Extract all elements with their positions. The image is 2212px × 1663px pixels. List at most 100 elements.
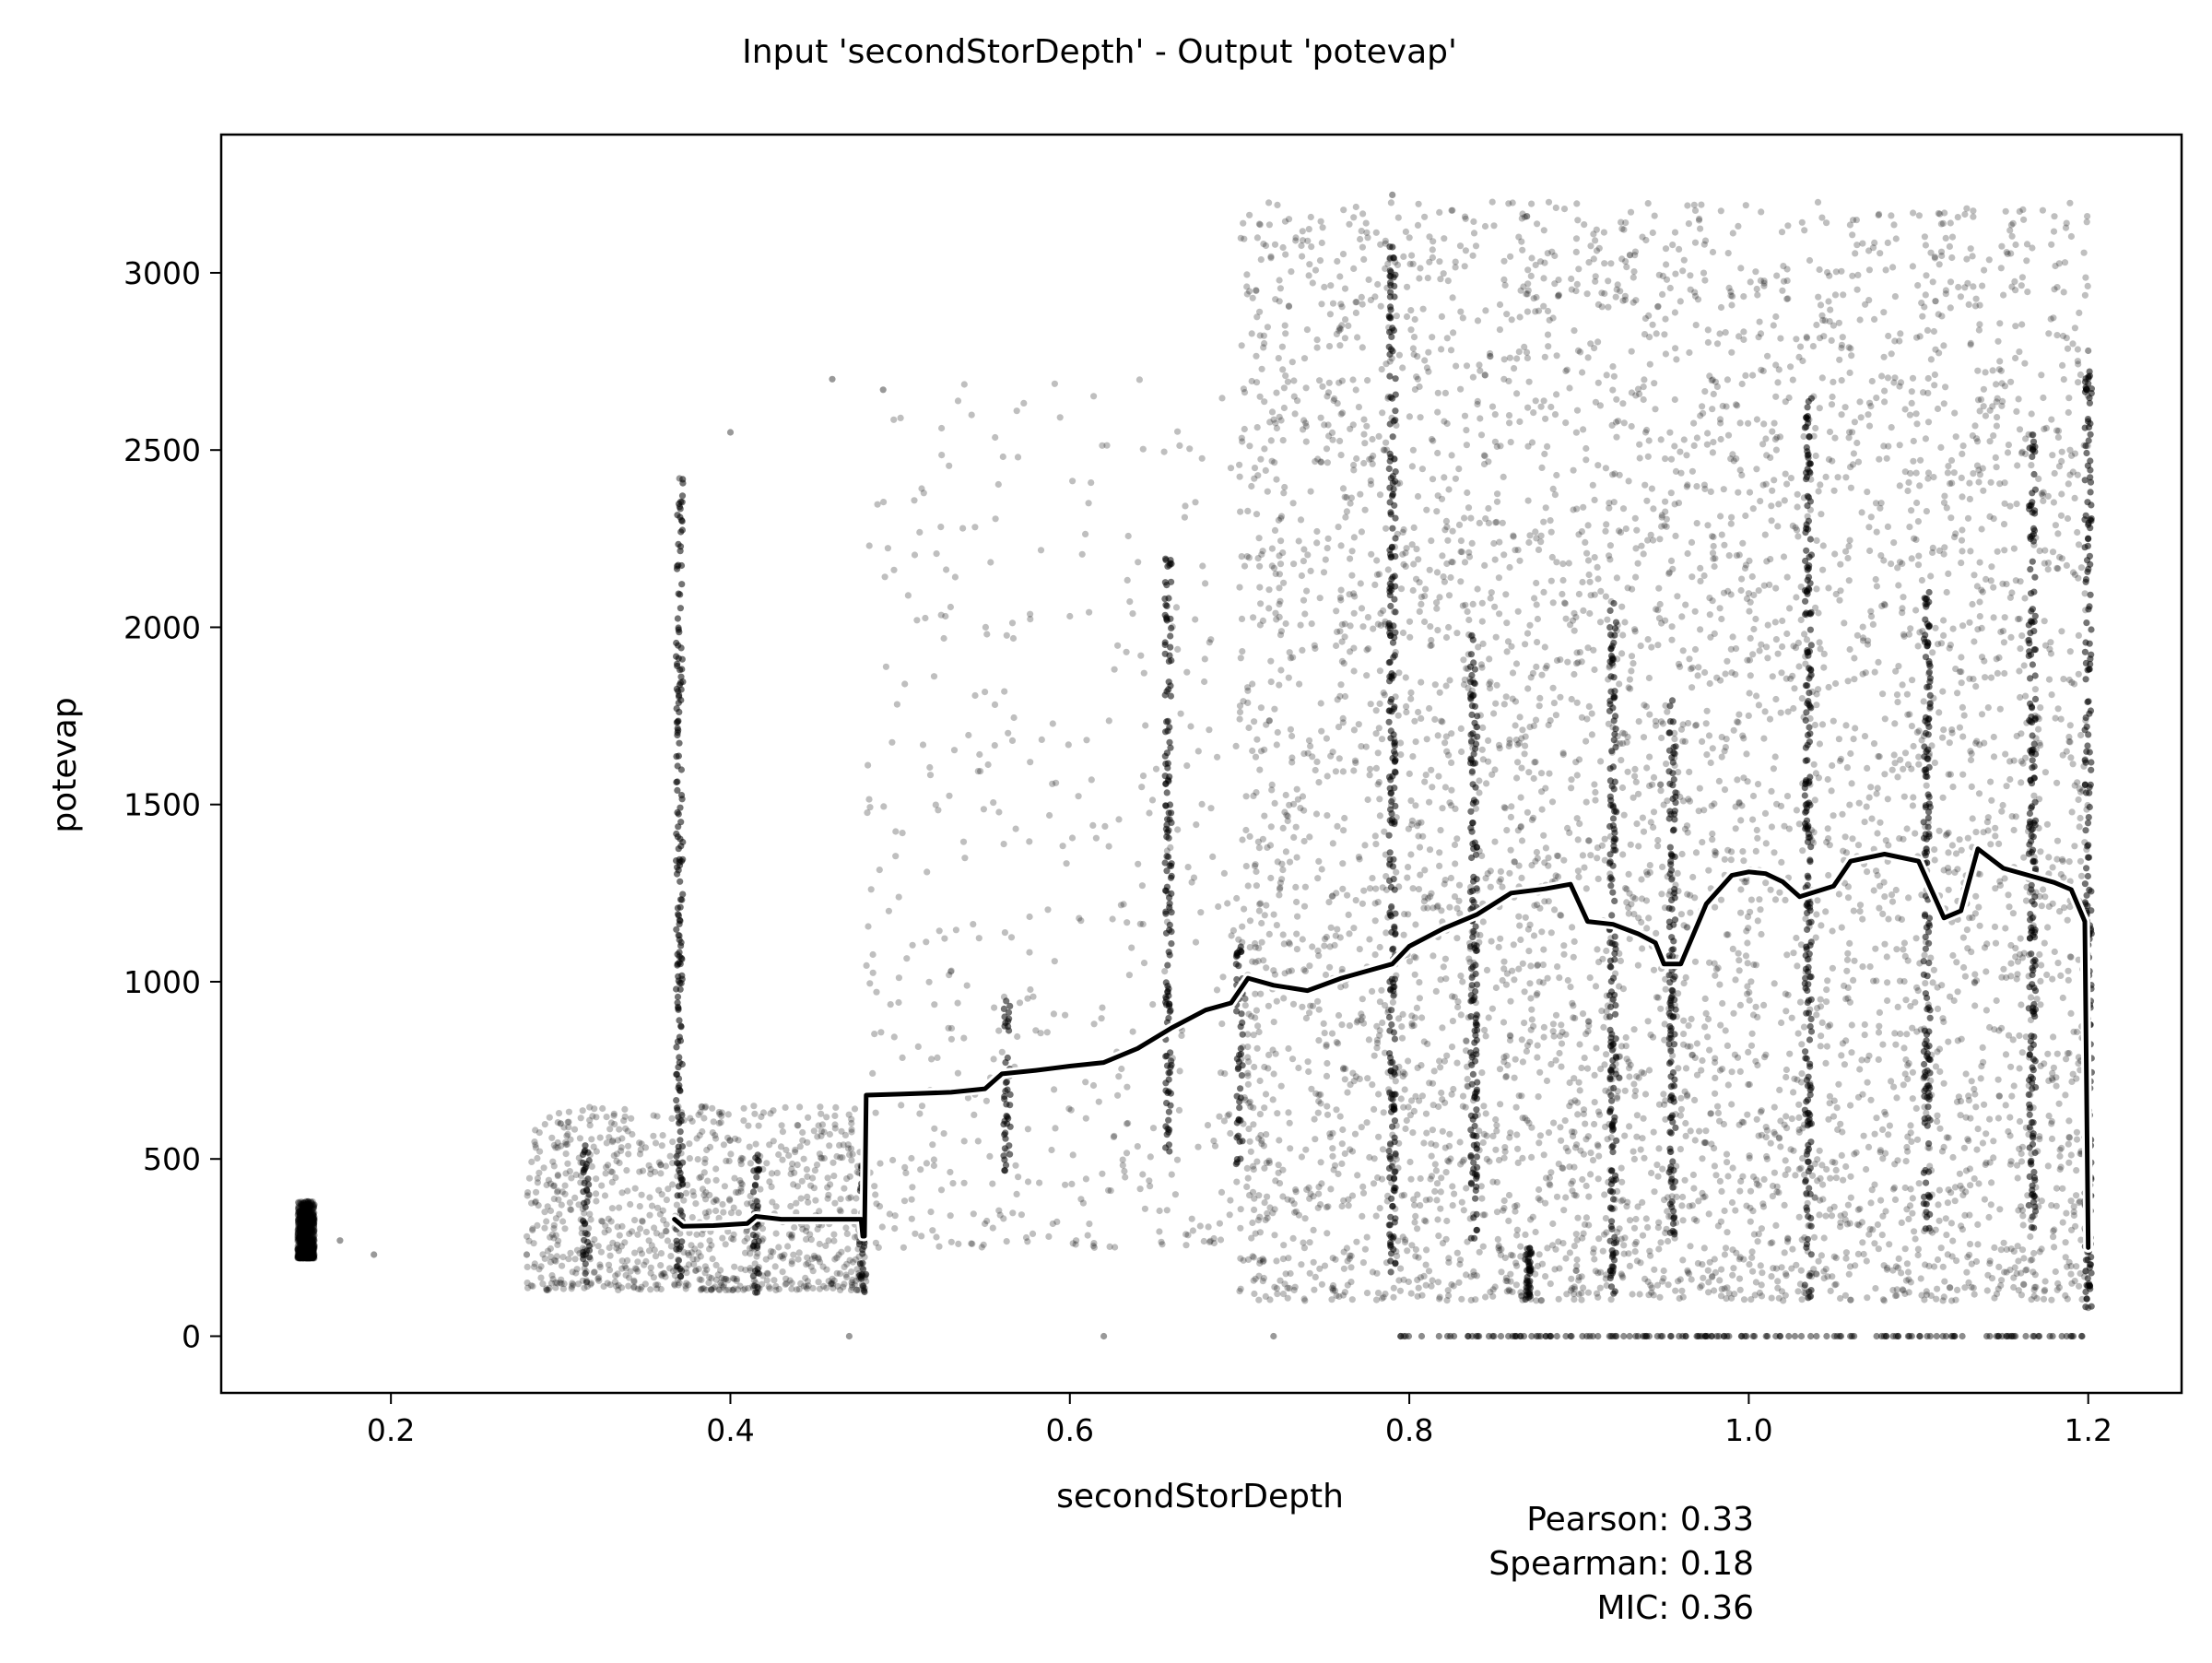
scatter-point: [1069, 1151, 1077, 1159]
scatter-point: [1417, 265, 1424, 272]
scatter-point: [1911, 535, 1918, 542]
scatter-point: [805, 1259, 812, 1267]
scatter-point: [1988, 796, 1995, 804]
scatter-point: [1360, 430, 1368, 438]
scatter-point: [1051, 1086, 1058, 1093]
scatter-point: [843, 1260, 851, 1268]
scatter-point: [610, 1112, 618, 1119]
scatter-point: [1848, 780, 1855, 787]
scatter-point: [1991, 1244, 1998, 1251]
scatter-point: [926, 772, 935, 779]
scatter-point: [696, 1132, 703, 1139]
scatter-point: [1332, 768, 1339, 775]
scatter-point: [947, 1035, 955, 1043]
scatter-point: [612, 1272, 619, 1280]
scatter-point: [1540, 275, 1547, 282]
scatter-point: [2044, 924, 2052, 931]
scatter-point: [1136, 1185, 1144, 1193]
scatter-point: [812, 1197, 819, 1204]
scatter-point: [1374, 620, 1382, 628]
scatter-point: [1990, 733, 1997, 741]
scatter-point: [1636, 1291, 1643, 1298]
scatter-point: [1176, 1067, 1183, 1075]
scatter-point: [1655, 1145, 1663, 1152]
scatter-point: [742, 1249, 749, 1256]
scatter-point: [1230, 926, 1237, 935]
scatter-point: [2068, 1226, 2076, 1233]
scatter-point: [1839, 810, 1846, 818]
scatter-point: [1376, 943, 1383, 951]
scatter-point: [1754, 781, 1762, 788]
scatter-point: [1263, 902, 1270, 909]
scatter-point: [2048, 1120, 2055, 1127]
scatter-point: [1050, 1010, 1057, 1018]
scatter-point: [1063, 860, 1070, 867]
scatter-point: [1500, 473, 1507, 481]
scatter-point: [2048, 1296, 2055, 1303]
scatter-point: [1410, 524, 1418, 532]
scatter-point: [1275, 1162, 1282, 1169]
scatter-point: [1397, 1265, 1405, 1272]
scatter-point: [1897, 1030, 1904, 1038]
scatter-point: [653, 1230, 661, 1237]
scatter-point: [930, 1162, 938, 1170]
scatter-point: [307, 1254, 314, 1261]
scatter-point: [1524, 354, 1531, 361]
scatter-point: [1830, 717, 1837, 725]
scatter-point: [311, 1244, 318, 1251]
scatter-point: [1532, 528, 1539, 536]
scatter-point: [1682, 1065, 1690, 1072]
scatter-point: [1456, 1260, 1464, 1268]
scatter-point: [1514, 607, 1522, 615]
scatter-point: [1978, 711, 1986, 718]
scatter-point: [1847, 749, 1854, 758]
scatter-point: [532, 1144, 540, 1151]
scatter-point: [754, 1250, 761, 1257]
scatter-point: [618, 1257, 626, 1265]
scatter-point: [296, 1210, 303, 1218]
scatter-point: [1345, 322, 1352, 329]
scatter-point: [662, 1227, 669, 1235]
scatter-point: [1114, 642, 1122, 649]
scatter-point: [1459, 1092, 1467, 1100]
scatter-point: [589, 1113, 596, 1120]
scatter-point: [311, 1243, 318, 1250]
scatter-point: [2007, 378, 2015, 385]
scatter-point: [1238, 553, 1245, 560]
scatter-point: [1890, 751, 1898, 759]
scatter-point: [2062, 224, 2070, 231]
scatter-point: [1914, 518, 1922, 525]
scatter-point: [294, 1254, 301, 1261]
scatter-point: [1937, 1244, 1945, 1252]
scatter-point: [1849, 272, 1856, 279]
scatter-point: [689, 1188, 697, 1196]
scatter-point: [1246, 832, 1253, 841]
scatter-point: [1416, 275, 1423, 282]
scatter-point: [1001, 929, 1008, 937]
scatter-point: [1904, 487, 1912, 495]
scatter-point: [307, 1255, 314, 1262]
scatter-point: [1665, 569, 1673, 576]
scatter-point: [1955, 283, 1962, 291]
scatter-point: [1586, 578, 1594, 585]
scatter-point: [2076, 1199, 2083, 1207]
scatter-point: [853, 1286, 861, 1293]
scatter-point: [1964, 834, 1971, 842]
scatter-point: [935, 927, 943, 935]
scatter-point: [1609, 363, 1617, 371]
scatter-point: [1845, 577, 1853, 584]
scatter-point: [1740, 293, 1747, 301]
scatter-point: [1177, 710, 1184, 717]
scatter-point: [909, 1184, 916, 1191]
scatter-point: [931, 1001, 938, 1008]
scatter-point: [1462, 247, 1469, 254]
scatter-point: [1480, 1103, 1488, 1110]
scatter-point: [1540, 518, 1547, 525]
scatter-point: [671, 1281, 678, 1289]
scatter-point: [1643, 497, 1651, 504]
scatter-point: [1728, 1198, 1736, 1207]
scatter-point: [1183, 762, 1191, 770]
scatter-point: [1974, 367, 1982, 374]
scatter-point: [636, 1139, 643, 1147]
scatter-point: [311, 1214, 318, 1221]
